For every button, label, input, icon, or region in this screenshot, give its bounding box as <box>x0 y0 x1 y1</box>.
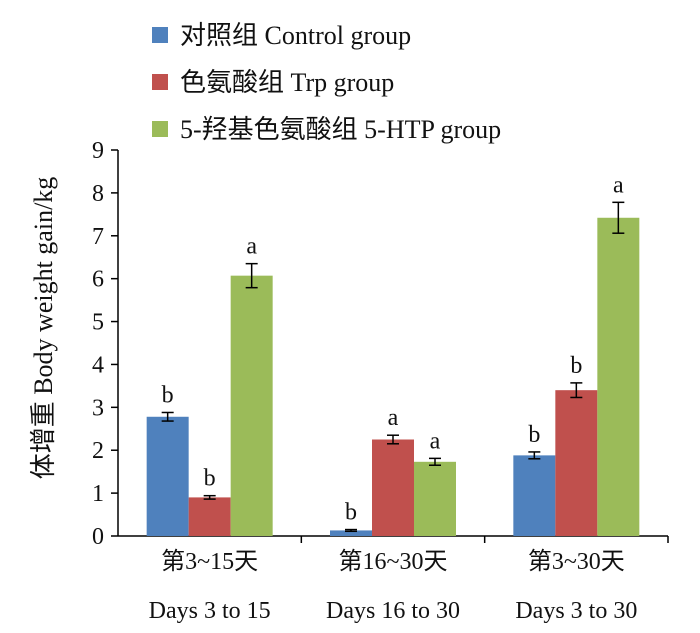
bar <box>188 497 231 536</box>
x-category-label-en: Days 3 to 15 <box>149 598 271 624</box>
legend-swatch <box>152 74 168 90</box>
y-axis-title: 体增重 Body weight gain/kg <box>29 177 58 480</box>
significance-label: a <box>388 405 399 431</box>
bar <box>513 455 556 536</box>
significance-label: b <box>162 382 174 408</box>
bar <box>372 439 414 536</box>
bar <box>597 217 640 536</box>
legend-swatch <box>152 27 168 43</box>
significance-label: b <box>528 422 540 448</box>
legend: 对照组 Control group 色氨酸组 Trp group 5-羟基色氨酸组 … <box>152 21 501 144</box>
legend-label: 色氨酸组 Trp group <box>180 68 394 97</box>
x-category-label-cn: 第3~15天 <box>161 548 258 575</box>
bar <box>414 461 456 536</box>
x-category-label-cn: 第16~30天 <box>339 548 448 575</box>
x-category-label-en: Days 16 to 30 <box>326 598 460 624</box>
y-tick-label: 5 <box>92 310 104 336</box>
bar <box>330 530 372 536</box>
legend-label: 5-羟基色氨酸组 5-HTP group <box>180 115 501 144</box>
significance-label: a <box>613 172 624 198</box>
significance-label: a <box>246 234 257 260</box>
y-tick-label: 3 <box>92 395 104 421</box>
significance-label: b <box>204 466 216 492</box>
y-tick-label: 2 <box>92 438 104 464</box>
legend-label: 对照组 Control group <box>180 21 411 50</box>
y-tick-label: 9 <box>92 138 104 164</box>
plot-area: 0 1 2 3 4 5 6 7 8 9 第3~15天 Days 3 to 15 第16~30天 Days … <box>92 138 669 624</box>
y-tick-label: 1 <box>92 481 104 507</box>
y-tick-label: 7 <box>92 224 104 250</box>
x-category-label-en: Days 3 to 30 <box>515 598 637 624</box>
significance-label: b <box>345 500 357 526</box>
x-category-label-cn: 第3~30天 <box>528 548 625 575</box>
bar <box>230 275 273 536</box>
legend-swatch <box>152 121 168 137</box>
significance-label: b <box>570 353 582 379</box>
bar <box>555 390 598 536</box>
significance-label: a <box>430 428 441 454</box>
y-tick-label: 8 <box>92 181 104 207</box>
bar <box>146 416 189 536</box>
y-tick-label: 4 <box>92 352 104 378</box>
y-tick-label: 6 <box>92 267 104 293</box>
y-tick-label: 0 <box>92 524 104 550</box>
